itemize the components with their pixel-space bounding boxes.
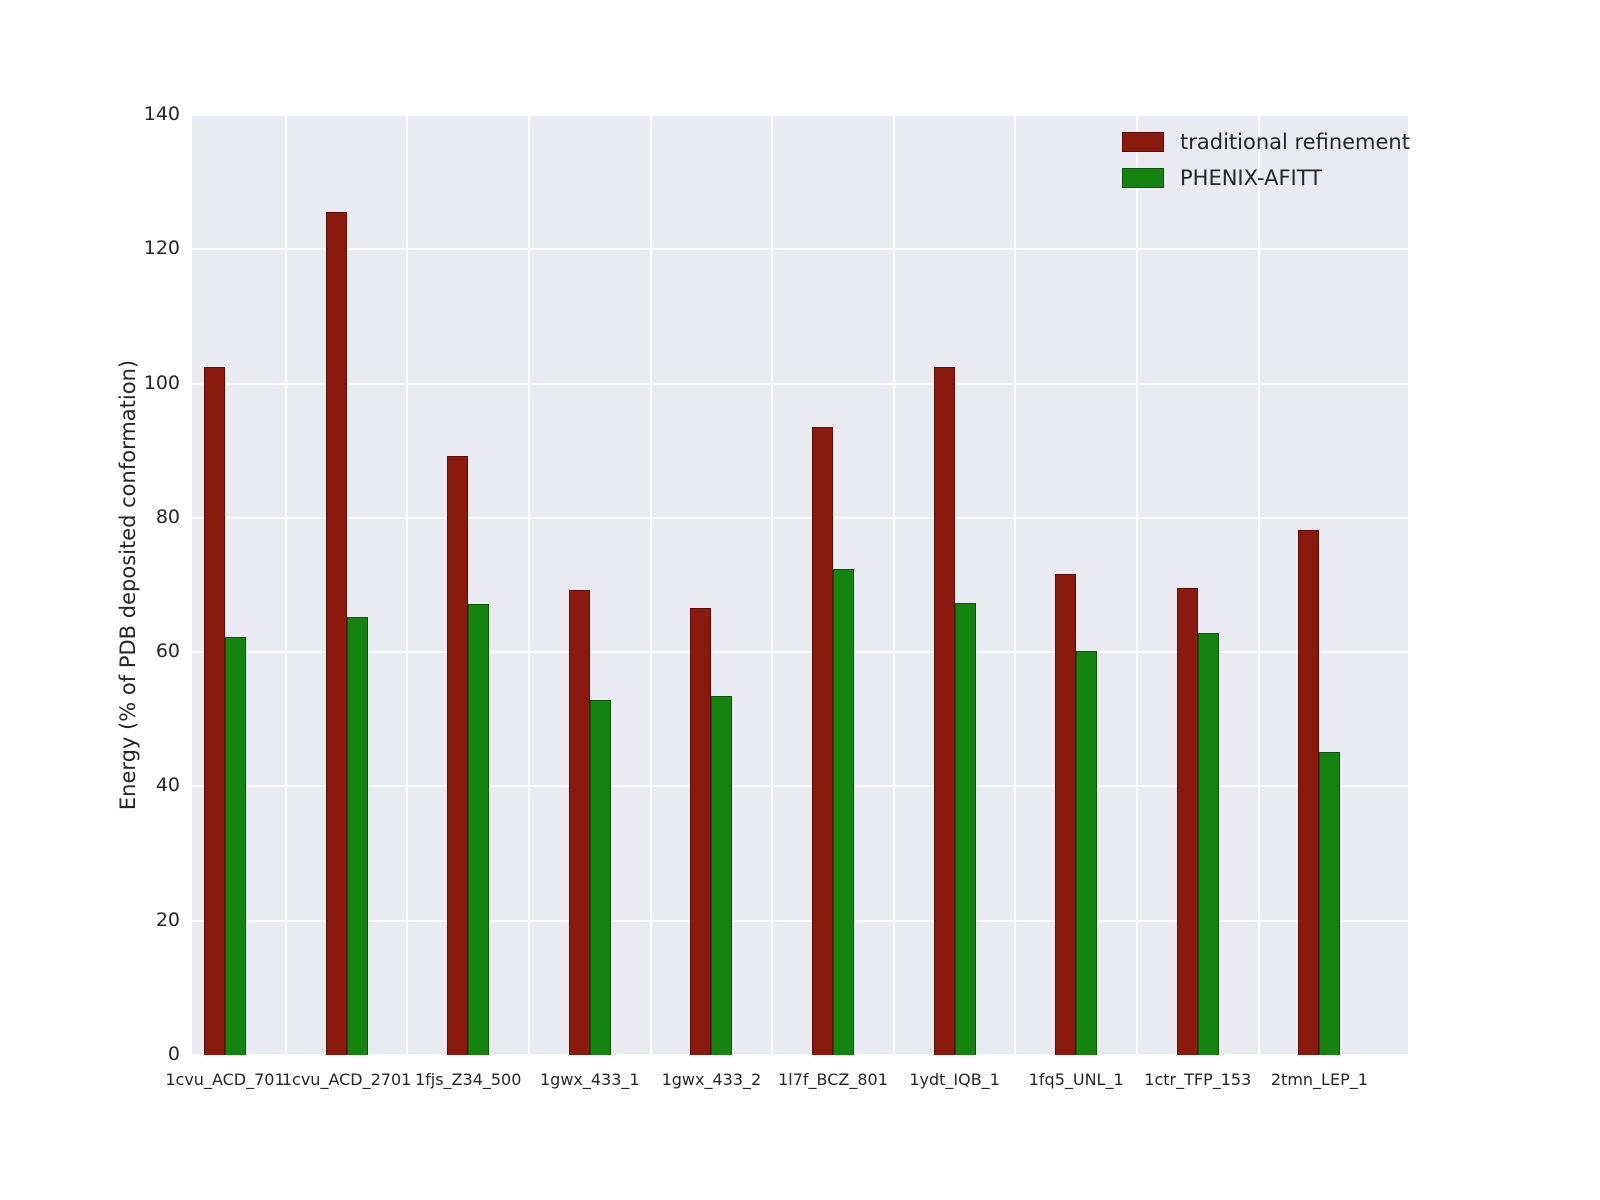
y-tick-label: 100 [143,371,180,394]
bar-traditional-refinement-1cvu-acd-2701 [325,212,347,1055]
bar-phenix-afitt-1fq5-unl-1 [1076,650,1098,1055]
y-tick-label: 120 [143,237,180,260]
x-tick-label-1gwx-433-1: 1gwx_433_1 [539,1070,640,1089]
gridline-horizontal [192,651,1408,654]
bar-phenix-afitt-1cvu-acd-701 [225,637,246,1055]
y-axis-label: Energy (% of PDB deposited conformation) [116,359,140,811]
y-tick-label: 60 [155,640,180,663]
y-tick-label: 140 [143,103,180,125]
gridline-horizontal [192,114,1408,116]
y-tick-label: 40 [155,774,180,797]
gridline-vertical [284,115,287,1055]
bar-traditional-refinement-1l7f-bcz-801 [812,427,833,1055]
gridline-horizontal [192,919,1408,922]
gridline-horizontal [192,785,1408,788]
bar-traditional-refinement-1ctr-tfp-153 [1176,587,1198,1055]
x-tick-label-1cvu-acd-701: 1cvu_ACD_701 [165,1070,285,1089]
legend-label: traditional refinement [1180,130,1410,154]
gridline-horizontal [192,248,1408,251]
legend: traditional refinement PHENIX-AFITT [1122,130,1410,190]
gridline-vertical [406,115,409,1055]
gridline-vertical [771,115,774,1055]
x-tick-label-1gwx-433-2: 1gwx_433_2 [661,1070,762,1089]
y-tick-label: 0 [167,1043,180,1065]
x-tick-label-1ydt-iqb-1: 1ydt_IQB_1 [909,1070,1000,1089]
bar-phenix-afitt-1ctr-tfp-153 [1197,632,1219,1055]
bar-traditional-refinement-2tmn-lep-1 [1298,529,1320,1055]
bar-phenix-afitt-2tmn-lep-1 [1319,751,1341,1055]
plot-area [192,114,1408,1056]
gridline-vertical [892,115,895,1055]
gridline-vertical [649,115,652,1055]
gridline-vertical [1014,115,1017,1055]
x-tick-label-1ctr-tfp-153: 1ctr_TFP_153 [1144,1070,1252,1089]
gridline-vertical [1257,115,1260,1055]
legend-swatch-icon [1122,132,1164,152]
legend-item-traditional-refinement: traditional refinement [1122,130,1410,154]
legend-swatch-icon [1122,168,1164,188]
x-tick-label-1cvu-acd-2701: 1cvu_ACD_2701 [281,1070,412,1089]
legend-label: PHENIX-AFITT [1180,166,1323,190]
bar-phenix-afitt-1ydt-iqb-1 [954,603,976,1055]
x-tick-label-1fjs-z34-500: 1fjs_Z34_500 [414,1070,522,1089]
bar-traditional-refinement-1gwx-433-1 [568,590,590,1055]
gridline-horizontal [192,1054,1408,1056]
bar-phenix-afitt-1fjs-z34-500 [468,604,490,1055]
gridline-vertical [1136,115,1138,1055]
bar-traditional-refinement-1fjs-z34-500 [447,456,469,1055]
y-tick-label: 80 [155,505,180,528]
bar-traditional-refinement-1ydt-iqb-1 [933,367,955,1055]
gridline-horizontal [192,516,1408,519]
x-tick-label-1fq5-unl-1: 1fq5_UNL_1 [1028,1070,1124,1089]
bar-traditional-refinement-1cvu-acd-701 [204,366,225,1055]
bar-traditional-refinement-1fq5-unl-1 [1055,574,1077,1055]
bar-phenix-afitt-1l7f-bcz-801 [833,568,854,1055]
x-tick-label-1l7f-bcz-801: 1l7f_BCZ_801 [778,1070,888,1089]
bar-traditional-refinement-1gwx-433-2 [690,607,712,1055]
gridline-vertical [528,115,530,1055]
gridline-horizontal [192,382,1408,385]
y-tick-label: 20 [155,908,180,931]
bar-phenix-afitt-1cvu-acd-2701 [346,617,368,1055]
legend-item-phenix-afitt: PHENIX-AFITT [1122,166,1410,190]
bar-phenix-afitt-1gwx-433-1 [589,699,611,1055]
x-tick-label-2tmn-lep-1: 2tmn_LEP_1 [1270,1070,1368,1089]
bar-phenix-afitt-1gwx-433-2 [711,695,733,1055]
